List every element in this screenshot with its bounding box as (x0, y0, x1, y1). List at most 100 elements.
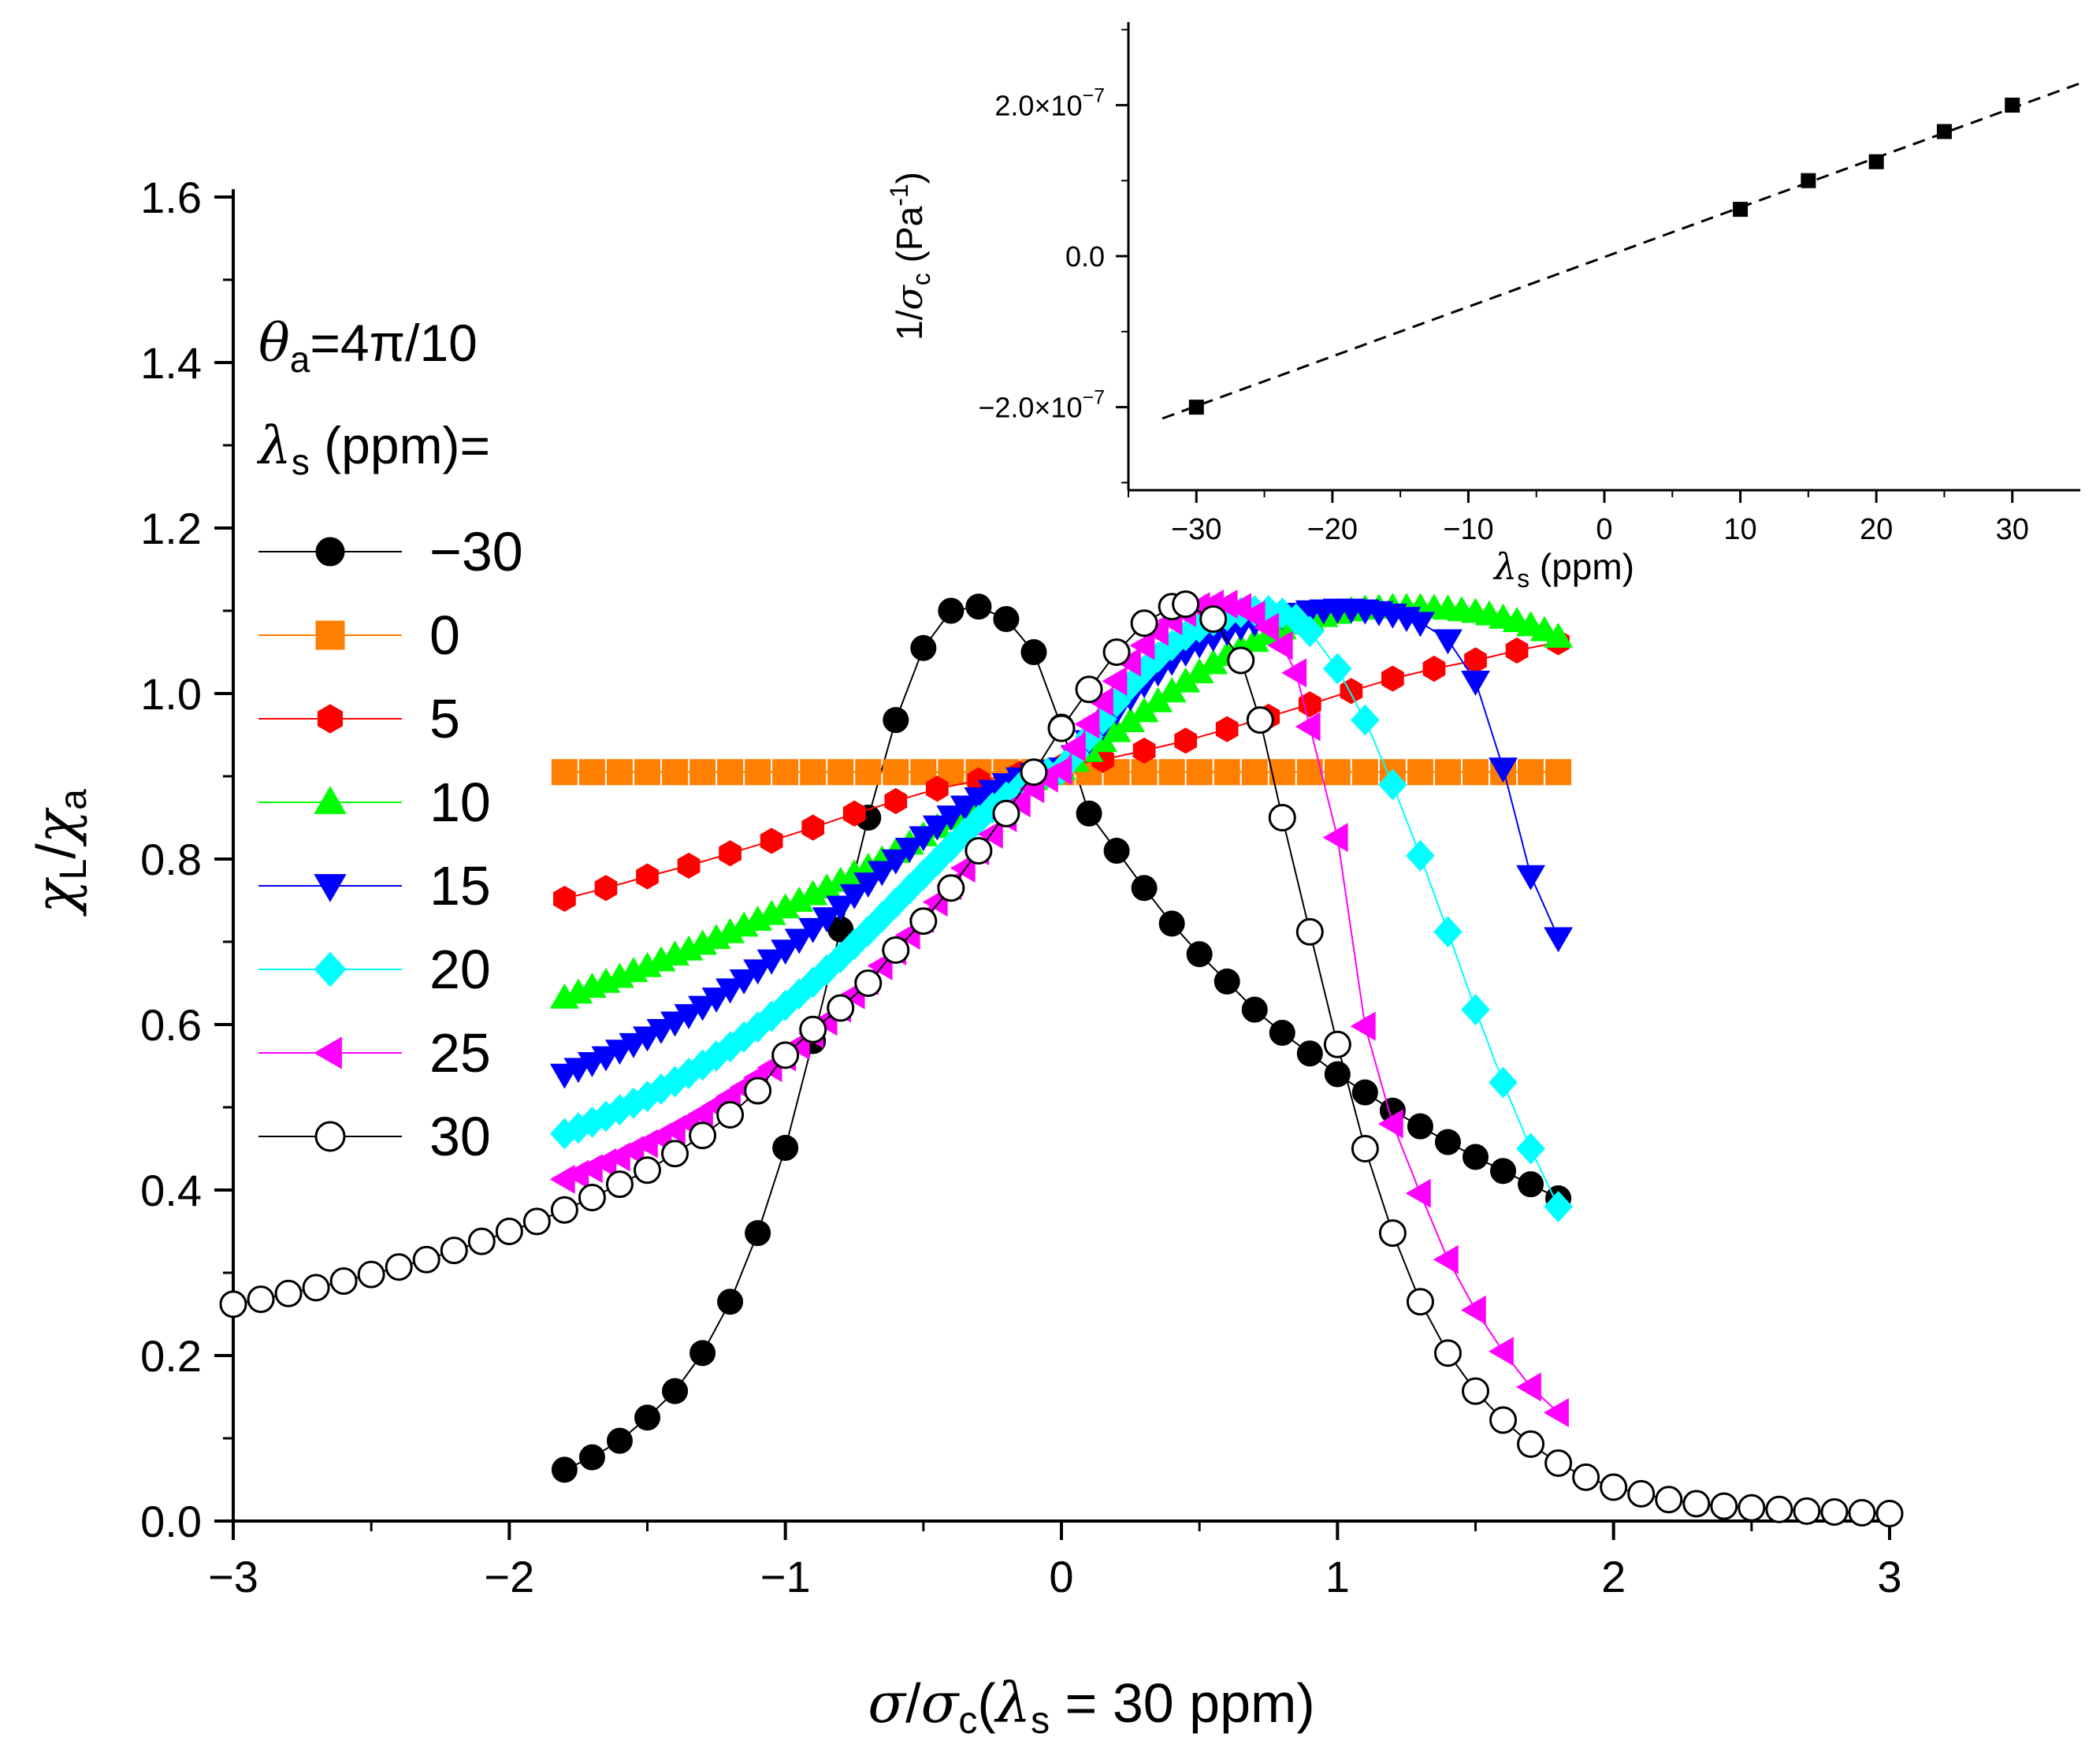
data-point-minus30 (938, 597, 965, 624)
data-point-30 (1462, 1377, 1489, 1405)
data-point-minus30 (910, 634, 937, 661)
data-point-0 (800, 759, 827, 786)
data-point-0 (1434, 759, 1461, 786)
data-point-15 (701, 988, 731, 1013)
data-point-5 (719, 840, 742, 867)
data-point-30 (1295, 917, 1324, 946)
inset-data-point (1936, 124, 1952, 139)
data-point-30 (1172, 590, 1200, 619)
y-tick-label-12: 1.2 (140, 504, 202, 553)
x-tick-label-1: 1 (1325, 1552, 1350, 1601)
legend-label-5: 5 (429, 688, 460, 749)
y-title-slash: / (25, 843, 87, 859)
data-point-0 (551, 759, 578, 786)
x-title-lambda: λ (994, 1671, 1031, 1735)
data-point-15 (826, 895, 856, 921)
legend-swatch-marker (315, 620, 345, 650)
inset-data-point (1868, 154, 1884, 169)
data-point-minus30 (883, 707, 909, 734)
data-point-0 (1214, 759, 1240, 786)
data-point-minus30 (1214, 968, 1240, 995)
data-point-20 (1295, 616, 1325, 648)
legend-swatch-marker (314, 951, 347, 988)
data-point-25 (1322, 823, 1348, 853)
data-point-0 (1241, 759, 1268, 786)
legend-item-25: 25 (258, 1022, 491, 1084)
data-point-5 (1132, 737, 1156, 764)
data-point-30 (937, 874, 965, 902)
data-point-15 (715, 978, 745, 1004)
legend-swatch-marker (314, 874, 347, 902)
data-point-30 (1682, 1490, 1711, 1518)
data-point-30 (550, 1196, 578, 1224)
data-point-15 (646, 1019, 676, 1044)
x-tick-label-3: 3 (1877, 1552, 1901, 1601)
data-point-15 (756, 949, 786, 975)
data-point-0 (1407, 759, 1433, 786)
legend-label-15: 15 (429, 855, 491, 917)
x-tick-label-minus2: −2 (484, 1552, 534, 1601)
inset-y-tick-mantissa: 2.0×10 (994, 89, 1082, 121)
data-point-30 (1246, 706, 1274, 735)
data-point-30 (1572, 1463, 1600, 1491)
data-point-0 (1545, 759, 1572, 786)
data-point-30 (909, 907, 938, 935)
x-title-sigma-c: σ (921, 1671, 961, 1735)
legend-lambda-sub: s (292, 441, 310, 482)
legend-swatch-marker (315, 537, 345, 567)
legend-label-10: 10 (429, 772, 491, 833)
data-point-30 (1020, 758, 1048, 787)
data-point-25 (950, 854, 976, 883)
data-point-minus30 (745, 1220, 771, 1247)
data-point-15 (909, 826, 938, 852)
data-point-25 (1460, 1295, 1486, 1325)
x-title-slash: / (905, 1672, 921, 1734)
data-point-minus30 (634, 1404, 660, 1431)
data-point-15 (839, 883, 869, 909)
data-point-30 (440, 1237, 468, 1265)
data-point-minus30 (689, 1340, 716, 1367)
x-tick-label-0: 0 (1049, 1552, 1073, 1601)
data-point-20 (1378, 768, 1407, 801)
data-point-minus30 (1518, 1171, 1544, 1198)
data-point-30 (1047, 714, 1076, 742)
data-point-30 (1627, 1479, 1656, 1508)
data-point-20 (1544, 1191, 1573, 1222)
data-point-0 (1296, 759, 1323, 786)
inset-y-tick-exponent: −7 (1082, 387, 1105, 409)
y-tick-label-00: 0.0 (140, 1497, 202, 1546)
legend-label-20: 20 (429, 939, 491, 1000)
data-point-0 (855, 759, 882, 786)
data-point-minus30 (772, 1134, 799, 1161)
inset-x-title-sub: s (1517, 564, 1529, 593)
data-point-0 (634, 759, 660, 786)
data-point-30 (1489, 1406, 1518, 1434)
data-point-minus30 (551, 1456, 578, 1483)
legend-item-0: 0 (258, 604, 460, 666)
data-point-5 (594, 875, 618, 902)
legend-label-25: 25 (429, 1022, 491, 1084)
x-title-open: ( (977, 1672, 995, 1734)
data-point-5 (1215, 716, 1239, 742)
data-point-30 (522, 1207, 551, 1236)
data-point-15 (729, 969, 759, 995)
inset-y-tick-exponent: −7 (1082, 84, 1105, 106)
data-point-5 (1505, 637, 1529, 664)
data-point-20 (1323, 653, 1352, 685)
data-point-5 (925, 775, 949, 802)
data-point-30 (634, 1156, 661, 1185)
y-tick-label-06: 0.6 (140, 1000, 202, 1050)
data-point-30 (854, 969, 883, 997)
inset-data-point (1733, 202, 1749, 218)
data-point-30 (1199, 605, 1228, 633)
data-point-30 (716, 1100, 745, 1129)
legend-swatch-marker (317, 704, 344, 734)
inset-y-tick-label-2: 2.0×10−7 (994, 84, 1105, 121)
data-point-25 (1074, 709, 1100, 739)
data-point-30 (1378, 1219, 1407, 1248)
data-point-minus30 (1131, 875, 1158, 902)
data-point-30 (1655, 1486, 1683, 1514)
data-point-30 (965, 837, 993, 865)
data-point-5 (1298, 691, 1321, 718)
